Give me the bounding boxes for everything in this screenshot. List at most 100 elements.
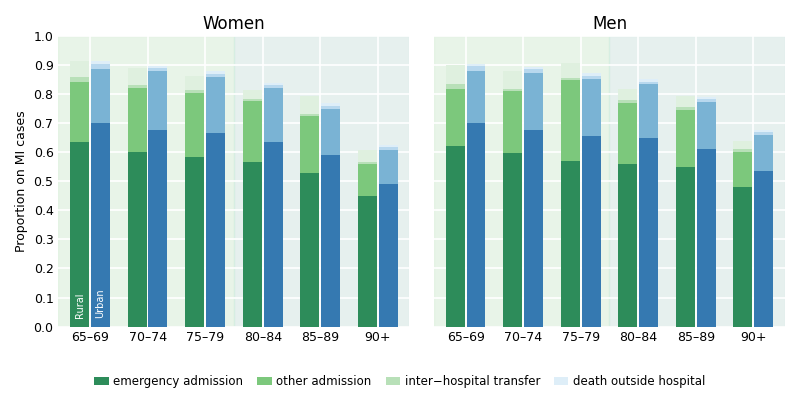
Bar: [524, 130, 543, 327]
Bar: [321, 103, 340, 106]
Bar: [300, 113, 319, 116]
Bar: [582, 73, 601, 76]
Bar: [676, 96, 695, 107]
Bar: [618, 100, 638, 103]
Bar: [234, 36, 410, 327]
Bar: [186, 92, 204, 156]
Bar: [91, 64, 110, 70]
Bar: [446, 147, 465, 327]
Bar: [697, 97, 716, 99]
Bar: [639, 79, 658, 82]
Bar: [582, 76, 601, 79]
Bar: [58, 36, 234, 327]
Bar: [697, 99, 716, 102]
Bar: [582, 79, 601, 136]
Bar: [300, 173, 319, 327]
Bar: [149, 130, 167, 327]
Bar: [434, 36, 610, 327]
Bar: [149, 66, 167, 68]
Bar: [186, 156, 204, 327]
Bar: [734, 149, 753, 152]
Bar: [128, 85, 146, 88]
Bar: [466, 66, 486, 71]
Bar: [70, 61, 90, 77]
Bar: [300, 116, 319, 173]
Bar: [639, 138, 658, 327]
Bar: [754, 135, 774, 171]
Title: Women: Women: [202, 15, 266, 33]
Bar: [446, 89, 465, 147]
Bar: [263, 83, 282, 85]
Bar: [561, 78, 580, 80]
Text: Rural: Rural: [74, 292, 85, 318]
Bar: [378, 147, 398, 150]
Bar: [91, 70, 110, 123]
Bar: [466, 71, 486, 123]
Bar: [206, 77, 225, 133]
Bar: [639, 82, 658, 85]
Bar: [321, 106, 340, 109]
Bar: [503, 88, 522, 92]
Bar: [561, 63, 580, 78]
Bar: [754, 130, 774, 132]
Bar: [378, 145, 398, 147]
Bar: [263, 85, 282, 88]
Bar: [149, 68, 167, 71]
Bar: [610, 36, 785, 327]
Bar: [503, 153, 522, 327]
Bar: [524, 70, 543, 73]
Bar: [503, 71, 522, 88]
Bar: [582, 136, 601, 327]
Bar: [446, 84, 465, 89]
Bar: [186, 90, 204, 92]
Bar: [618, 103, 638, 164]
Bar: [503, 92, 522, 153]
Bar: [321, 155, 340, 327]
Bar: [70, 77, 90, 83]
Bar: [466, 64, 486, 66]
Bar: [524, 67, 543, 70]
Bar: [358, 150, 377, 162]
Bar: [561, 80, 580, 161]
Y-axis label: Proportion on MI cases: Proportion on MI cases: [15, 111, 28, 252]
Bar: [263, 88, 282, 142]
Bar: [734, 152, 753, 187]
Bar: [618, 89, 638, 100]
Bar: [206, 74, 225, 77]
Bar: [358, 196, 377, 327]
Bar: [446, 65, 465, 84]
Bar: [149, 71, 167, 130]
Bar: [358, 164, 377, 196]
Bar: [561, 161, 580, 327]
Bar: [91, 123, 110, 327]
Bar: [734, 141, 753, 149]
Bar: [378, 184, 398, 327]
Bar: [186, 76, 204, 90]
Bar: [639, 85, 658, 138]
Bar: [524, 73, 543, 130]
Bar: [618, 164, 638, 327]
Bar: [754, 132, 774, 135]
Title: Men: Men: [592, 15, 627, 33]
Bar: [243, 99, 262, 102]
Text: Urban: Urban: [95, 288, 106, 318]
Bar: [91, 61, 110, 64]
Bar: [466, 123, 486, 327]
Bar: [734, 187, 753, 327]
Bar: [243, 162, 262, 327]
Bar: [321, 109, 340, 155]
Bar: [676, 167, 695, 327]
Bar: [358, 162, 377, 164]
Bar: [243, 102, 262, 162]
Legend: emergency admission, other admission, inter−hospital transfer, death outside hos: emergency admission, other admission, in…: [90, 371, 710, 393]
Bar: [70, 142, 90, 327]
Bar: [300, 96, 319, 113]
Bar: [128, 88, 146, 152]
Bar: [243, 90, 262, 99]
Bar: [697, 102, 716, 149]
Bar: [263, 142, 282, 327]
Bar: [676, 110, 695, 167]
Bar: [128, 152, 146, 327]
Bar: [70, 83, 90, 142]
Bar: [128, 68, 146, 85]
